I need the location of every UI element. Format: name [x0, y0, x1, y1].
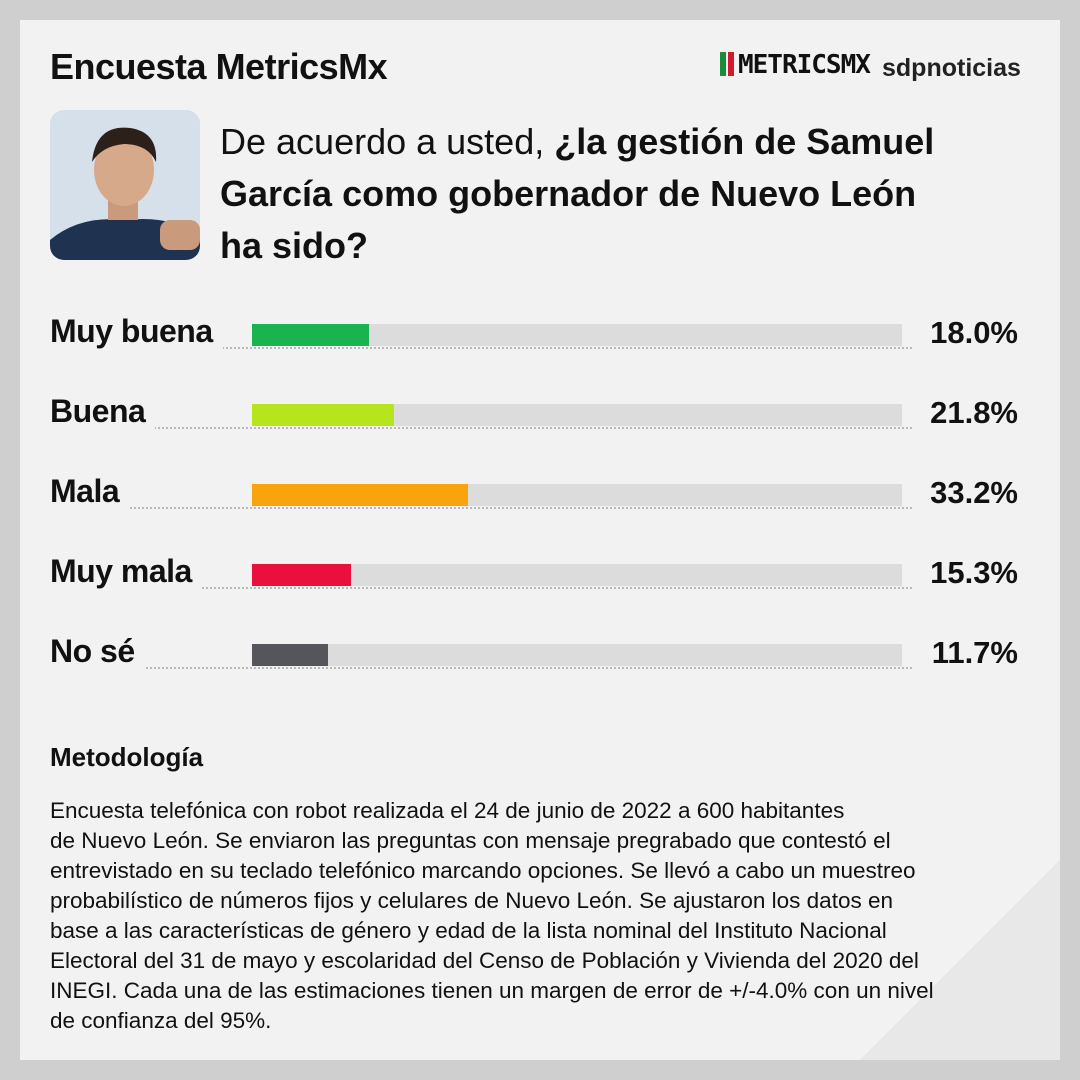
- question-bold: ha sido?: [220, 225, 369, 266]
- methodology-line: Electoral del 31 de mayo y escolaridad d…: [50, 948, 919, 973]
- bar-row: Buena 21.8%: [20, 383, 1060, 443]
- methodology-line: entrevistado en su teclado telefónico ma…: [50, 858, 916, 883]
- question-bold: García como gobernador de Nuevo León: [220, 173, 917, 214]
- logo-metricsmx: METRICSMX: [720, 50, 871, 80]
- decoration: [800, 800, 1060, 1060]
- logo-sdpnoticias: sdpnoticias: [882, 54, 1021, 82]
- bar: [252, 644, 329, 666]
- bar-row: No sé 11.7%: [20, 623, 1060, 683]
- methodology-line: de confianza del 95%.: [50, 1008, 272, 1033]
- methodology-heading: Metodología: [50, 742, 204, 772]
- leader-line: [50, 347, 912, 349]
- methodology-text: Encuesta telefónica con robot realizada …: [50, 796, 934, 1036]
- bar-track: [252, 324, 902, 346]
- bar-row: Muy buena 18.0%: [20, 303, 1060, 363]
- bar: [252, 564, 352, 586]
- question-lead: De acuerdo a usted,: [220, 121, 555, 162]
- value-label: 15.3%: [920, 555, 1018, 591]
- bar-track: [252, 644, 902, 666]
- methodology-line: base a las características de género y e…: [50, 918, 887, 943]
- methodology-line: probabilístico de números fijos y celula…: [50, 888, 893, 913]
- category-label: Muy buena: [50, 313, 223, 350]
- value-label: 18.0%: [920, 315, 1018, 351]
- logo-text: METRICSMX: [738, 50, 871, 80]
- value-label: 11.7%: [921, 635, 1018, 671]
- leader-line: [50, 507, 912, 509]
- value-label: 21.8%: [920, 395, 1018, 431]
- bar: [252, 484, 468, 506]
- bar-track: [252, 404, 902, 426]
- title: Encuesta MetricsMx: [50, 46, 388, 87]
- methodology-line: de Nuevo León. Se enviaron las preguntas…: [50, 828, 891, 853]
- category-label: No sé: [50, 633, 145, 670]
- bar-track: [252, 484, 902, 506]
- question: De acuerdo a usted, ¿la gestión de Samue…: [220, 116, 1020, 272]
- value-label: 33.2%: [920, 475, 1018, 511]
- photo: [50, 110, 200, 260]
- methodology-line: Encuesta telefónica con robot realizada …: [50, 798, 845, 823]
- photo-illustration: [50, 110, 200, 260]
- question-bold: ¿la gestión de Samuel: [554, 121, 935, 162]
- bar-row: Mala 33.2%: [20, 463, 1060, 523]
- bar-row: Muy mala 15.3%: [20, 543, 1060, 603]
- bar-track: [252, 564, 902, 586]
- category-label: Mala: [50, 473, 130, 510]
- bar: [252, 324, 369, 346]
- methodology-line: INEGI. Cada una de las estimaciones tien…: [50, 978, 934, 1003]
- bar: [252, 404, 394, 426]
- leader-line: [50, 587, 912, 589]
- leader-line: [50, 427, 912, 429]
- panel: Encuesta MetricsMx METRICSMX sdpnoticias…: [20, 20, 1060, 1060]
- category-label: Buena: [50, 393, 156, 430]
- category-label: Muy mala: [50, 553, 202, 590]
- leader-line: [50, 667, 912, 669]
